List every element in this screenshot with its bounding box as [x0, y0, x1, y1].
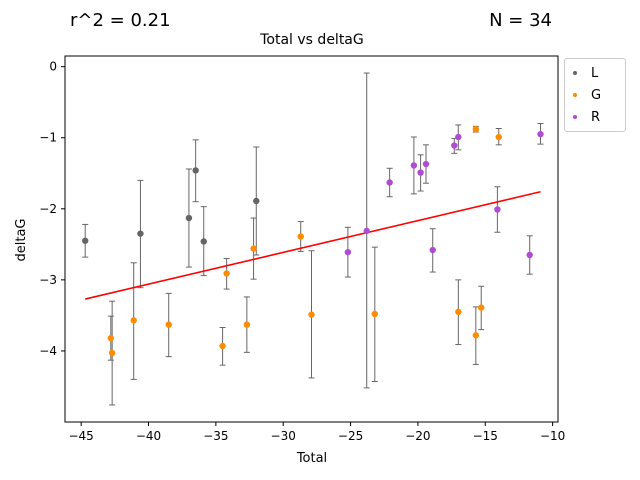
- legend-item-R: R: [565, 106, 625, 128]
- x-tick-label: −45: [68, 429, 93, 443]
- data-point-L: [82, 237, 89, 244]
- data-point-G: [371, 310, 379, 318]
- data-point-G: [219, 342, 226, 350]
- y-tick-label: −4: [39, 344, 57, 358]
- data-point-G: [495, 133, 502, 141]
- plot-frame: [64, 55, 559, 423]
- data-point-R: [344, 248, 352, 256]
- data-point-G: [308, 311, 315, 318]
- legend-item-G: G: [565, 84, 625, 106]
- data-point-G: [478, 304, 485, 311]
- data-point-G: [223, 270, 230, 277]
- data-point-R: [386, 179, 393, 186]
- data-point-R: [494, 206, 501, 213]
- x-tick-label: −20: [405, 429, 430, 443]
- sample-count-label: N = 34: [489, 10, 552, 31]
- legend-marker: [573, 115, 577, 119]
- data-point-G: [130, 317, 137, 324]
- y-axis-label: deltaG: [14, 219, 29, 262]
- data-point-R: [422, 160, 430, 168]
- chart-title: Total vs deltaG: [259, 32, 363, 48]
- data-point-G: [472, 332, 480, 339]
- legend-item-L: L: [565, 62, 625, 84]
- data-point-L: [192, 167, 199, 174]
- y-tick-label: −2: [39, 202, 57, 216]
- x-axis-label: Total: [296, 451, 327, 466]
- data-point-L: [185, 214, 193, 222]
- data-point-G: [165, 321, 172, 328]
- data-point-L: [253, 197, 260, 205]
- legend-label: G: [591, 87, 602, 103]
- plot-area: [82, 72, 544, 406]
- y-tick-label: −1: [39, 131, 57, 145]
- data-point-L: [137, 230, 144, 237]
- data-point-G: [107, 334, 114, 342]
- data-point-R: [451, 142, 458, 149]
- data-point-R: [363, 227, 370, 235]
- x-tick-label: −25: [338, 429, 363, 443]
- data-point-R: [410, 162, 418, 169]
- data-point-L: [200, 238, 207, 245]
- x-tick-label: −30: [271, 429, 296, 443]
- r-squared-label: r^2 = 0.21: [70, 10, 171, 31]
- data-point-R: [455, 133, 462, 141]
- legend-marker: [573, 93, 577, 97]
- data-point-G: [250, 245, 257, 252]
- data-point-G: [243, 321, 251, 328]
- y-tick-label: −3: [39, 273, 57, 287]
- y-tick-label: 0: [49, 60, 57, 74]
- data-point-R: [429, 246, 436, 254]
- x-tick-label: −10: [540, 429, 565, 443]
- data-point-G: [297, 233, 304, 240]
- x-tick-label: −15: [473, 429, 498, 443]
- legend-label: R: [591, 109, 601, 125]
- data-point-G: [472, 126, 480, 133]
- regression-line: [85, 190, 541, 300]
- legend-label: L: [591, 65, 599, 81]
- data-point-R: [537, 130, 544, 138]
- data-point-G: [108, 349, 116, 357]
- data-point-R: [417, 169, 424, 176]
- x-tick-label: −40: [136, 429, 161, 443]
- data-point-R: [526, 251, 533, 259]
- x-tick-label: −35: [203, 429, 228, 443]
- legend-marker: [573, 71, 577, 75]
- data-point-G: [455, 308, 462, 316]
